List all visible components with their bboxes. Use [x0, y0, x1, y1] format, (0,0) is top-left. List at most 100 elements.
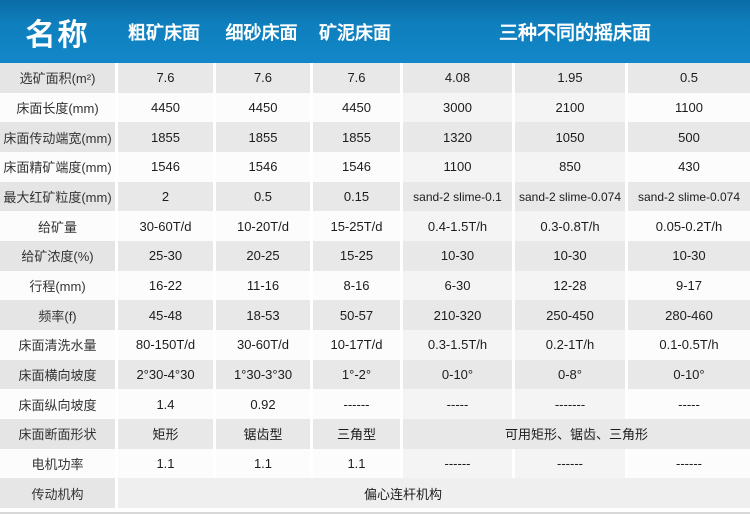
table-cell: 30-60T/d [115, 211, 213, 242]
row-label: 床面长度(mm) [0, 92, 115, 123]
table-cell: 1100 [625, 92, 750, 123]
table-row: 频率(f) 45-48 18-53 50-57 210-320 250-450 … [0, 300, 750, 331]
table-cell: 1.4 [115, 389, 213, 420]
row-label: 床面横向坡度 [0, 359, 115, 390]
table-cell: 4450 [310, 92, 400, 123]
table-cell: 1320 [400, 122, 512, 153]
table-cell: 0.4-1.5T/h [400, 211, 512, 242]
table-cell: 0.05-0.2T/h [625, 211, 750, 242]
table-cell: 1546 [115, 152, 213, 182]
row-label: 床面精矿端度(mm) [0, 152, 115, 182]
table-cell: 2100 [512, 92, 625, 123]
table-cell: 25-30 [115, 241, 213, 271]
table-cell: 锯齿型 [213, 419, 310, 449]
table-cell: 0.2-1T/h [512, 330, 625, 360]
table-cell: 0-10° [400, 359, 512, 390]
table-cell: 0.92 [213, 389, 310, 420]
column-header-merged: 三种不同的摇床面 [498, 23, 651, 44]
table-cell: ------- [512, 389, 625, 420]
table-cell: 430 [625, 152, 750, 182]
table-cell: 1855 [115, 122, 213, 153]
table-cell: 10-30 [512, 241, 625, 271]
table-cell: 18-53 [213, 300, 310, 331]
table-cell: 1.1 [310, 448, 400, 479]
table-cell: 10-30 [625, 241, 750, 271]
table-row: 行程(mm) 16-22 11-16 8-16 6-30 12-28 9-17 [0, 270, 750, 301]
table-body: 选矿面积(m²) 7.6 7.6 7.6 4.08 1.95 0.5 床面长度(… [0, 63, 750, 509]
table-cell: 3000 [400, 92, 512, 123]
table-cell: 0.5 [625, 63, 750, 93]
table-row: 床面清洗水量 80-150T/d 30-60T/d 10-17T/d 0.3-1… [0, 330, 750, 360]
table-cell: 2 [115, 181, 213, 212]
table-cell: 4.08 [400, 63, 512, 93]
table-cell: 1546 [310, 152, 400, 182]
table-cell: 0.3-0.8T/h [512, 211, 625, 242]
table-cell: 1855 [213, 122, 310, 153]
table-cell: 0.15 [310, 181, 400, 212]
table-cell: 30-60T/d [213, 330, 310, 360]
row-label: 选矿面积(m²) [0, 63, 115, 93]
table-cell-merged: 可用矩形、锯齿、三角形 [400, 419, 750, 449]
table-cell: 280-460 [625, 300, 750, 331]
row-label: 给矿浓度(%) [0, 241, 115, 271]
table-cell: 2°30-4°30 [115, 359, 213, 390]
table-cell: 4450 [213, 92, 310, 123]
table-cell: 250-450 [512, 300, 625, 331]
table-row: 给矿量 30-60T/d 10-20T/d 15-25T/d 0.4-1.5T/… [0, 211, 750, 242]
row-label: 给矿量 [0, 211, 115, 242]
table-cell: ----- [625, 389, 750, 420]
table-row: 床面精矿端度(mm) 1546 1546 1546 1100 850 430 [0, 152, 750, 182]
table-cell: 7.6 [310, 63, 400, 93]
table-cell: 45-48 [115, 300, 213, 331]
table-cell: ----- [400, 389, 512, 420]
table-cell: ------ [400, 448, 512, 479]
table-cell: ------ [310, 389, 400, 420]
row-label: 床面断面形状 [0, 419, 115, 449]
table-row: 床面纵向坡度 1.4 0.92 ------ ----- ------- ---… [0, 389, 750, 420]
column-header-slime: 矿泥床面 [319, 22, 391, 43]
table-cell: sand-2 slime-0.074 [625, 181, 750, 212]
table-cell: 50-57 [310, 300, 400, 331]
row-label: 床面纵向坡度 [0, 389, 115, 420]
table-cell-merged: 偏心连杆机构 [115, 478, 750, 509]
table-cell: 0-10° [625, 359, 750, 390]
table-cell: ------ [512, 448, 625, 479]
table-cell: sand-2 slime-0.074 [512, 181, 625, 212]
table-cell: 8-16 [310, 270, 400, 301]
table-cell: 1°30-3°30 [213, 359, 310, 390]
column-header-coarse: 粗矿床面 [128, 22, 200, 43]
table-cell: 矩形 [115, 419, 213, 449]
table-cell: 15-25T/d [310, 211, 400, 242]
table-cell: 15-25 [310, 241, 400, 271]
table-cell: 80-150T/d [115, 330, 213, 360]
table-cell: 10-20T/d [213, 211, 310, 242]
table-cell: 20-25 [213, 241, 310, 271]
table-cell: 0-8° [512, 359, 625, 390]
row-label: 床面传动端宽(mm) [0, 122, 115, 153]
table-cell: 1.95 [512, 63, 625, 93]
table-row: 电机功率 1.1 1.1 1.1 ------ ------ ------ [0, 448, 750, 479]
row-label: 频率(f) [0, 300, 115, 331]
table-cell: 7.6 [115, 63, 213, 93]
table-row: 传动机构 偏心连杆机构 [0, 478, 750, 509]
table-cell: 0.3-1.5T/h [400, 330, 512, 360]
table-cell: sand-2 slime-0.1 [400, 181, 512, 212]
row-label: 最大红矿粒度(mm) [0, 181, 115, 212]
table-cell: 1050 [512, 122, 625, 153]
table-cell: 1°-2° [310, 359, 400, 390]
table-row: 床面断面形状 矩形 锯齿型 三角型 可用矩形、锯齿、三角形 [0, 419, 750, 449]
table-cell: 16-22 [115, 270, 213, 301]
table-cell: 4450 [115, 92, 213, 123]
table-cell: 850 [512, 152, 625, 182]
table-cell: 6-30 [400, 270, 512, 301]
column-header-fine-sand: 细砂床面 [225, 22, 298, 43]
table-row: 最大红矿粒度(mm) 2 0.5 0.15 sand-2 slime-0.1 s… [0, 181, 750, 212]
table-cell: 11-16 [213, 270, 310, 301]
row-label: 传动机构 [0, 478, 115, 509]
table-cell: 12-28 [512, 270, 625, 301]
table-cell: 1.1 [115, 448, 213, 479]
bottom-strip [0, 508, 750, 514]
table-row: 床面传动端宽(mm) 1855 1855 1855 1320 1050 500 [0, 122, 750, 153]
table-cell: 210-320 [400, 300, 512, 331]
